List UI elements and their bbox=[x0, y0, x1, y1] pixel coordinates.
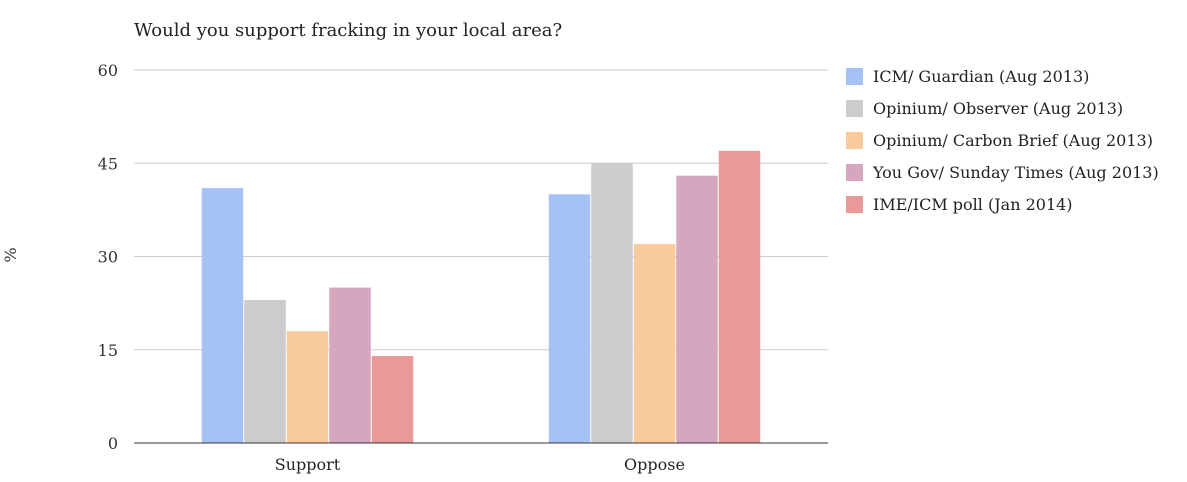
bar-support-series-4 bbox=[329, 287, 371, 443]
legend-label-1: ICM/ Guardian (Aug 2013) bbox=[873, 67, 1089, 86]
category-labels: Support Oppose bbox=[275, 455, 685, 474]
y-tick-label: 60 bbox=[98, 61, 118, 80]
legend-label-2: Opinium/ Observer (Aug 2013) bbox=[873, 99, 1123, 118]
y-tick-label: 15 bbox=[98, 341, 118, 360]
bar-oppose-series-3 bbox=[633, 244, 676, 443]
category-label-oppose: Oppose bbox=[624, 455, 685, 474]
legend-swatch-3 bbox=[846, 132, 863, 149]
bar-support-series-5 bbox=[371, 355, 414, 443]
legend-swatch-4 bbox=[846, 164, 863, 181]
y-tick-labels: 0 15 30 45 60 bbox=[98, 61, 118, 453]
y-tick-label: 0 bbox=[108, 434, 118, 453]
bar-oppose-series-1 bbox=[548, 194, 591, 443]
chart-title: Would you support fracking in your local… bbox=[134, 20, 562, 41]
category-label-support: Support bbox=[275, 455, 341, 474]
bar-oppose-series-4 bbox=[676, 175, 718, 443]
y-tick-label: 30 bbox=[98, 248, 118, 267]
y-tick-label: 45 bbox=[98, 154, 118, 173]
legend-swatch-5 bbox=[846, 196, 863, 213]
bars bbox=[201, 150, 761, 444]
bar-oppose-series-5 bbox=[718, 150, 761, 444]
y-axis-label: % bbox=[1, 247, 20, 262]
legend-label-4: You Gov/ Sunday Times (Aug 2013) bbox=[872, 163, 1159, 182]
legend-swatch-2 bbox=[846, 100, 863, 117]
legend-label-5: IME/ICM poll (Jan 2014) bbox=[873, 195, 1073, 214]
bar-support-series-3 bbox=[286, 331, 329, 443]
bar-support-series-2 bbox=[244, 300, 286, 443]
legend: ICM/ Guardian (Aug 2013) Opinium/ Observe… bbox=[846, 67, 1159, 214]
bar-oppose-series-2 bbox=[591, 163, 633, 443]
legend-swatch-1 bbox=[846, 68, 863, 85]
legend-label-3: Opinium/ Carbon Brief (Aug 2013) bbox=[873, 131, 1153, 150]
bar-support-series-1 bbox=[201, 188, 244, 443]
